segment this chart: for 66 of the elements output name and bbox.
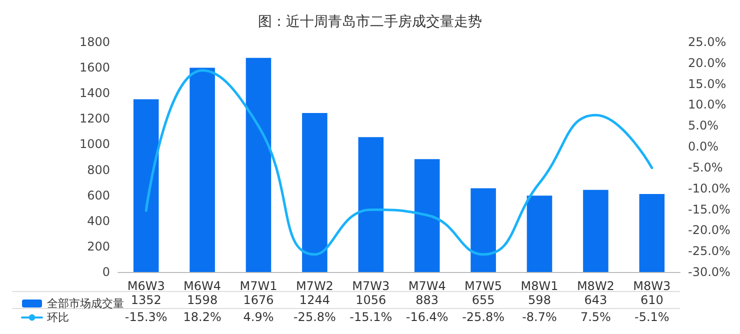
data-label: 1244 [299,293,330,307]
y2-tick-label: -20.0% [688,223,730,238]
y2-tick-label: -10.0% [688,181,730,196]
x-tick-label: M7W2 [296,279,334,293]
bar [302,113,328,272]
y-tick-label: 1400 [79,86,110,100]
data-label: -15.1% [350,310,392,324]
y2-tick-label: -25.0% [688,244,730,258]
data-label: 643 [584,293,608,307]
bar [583,190,608,272]
bar [470,188,496,272]
legend-label: 全部市场成交量 [47,297,124,310]
chart-title: 图：近十周青岛市二手房成交量走势 [258,14,482,30]
data-label: -5.1% [634,310,670,324]
y2-tick-label: 25.0% [688,35,726,49]
y-tick-label: 1200 [79,112,110,126]
bar [133,99,159,272]
y2-tick-label: 5.0% [688,118,718,133]
bar [639,194,665,272]
data-label: -8.7% [522,310,557,324]
bar [358,137,384,272]
y-tick-label: 1000 [79,137,110,152]
data-label: 610 [640,293,664,307]
data-label: -25.8% [293,310,336,324]
data-label: 655 [472,293,495,307]
y2-tick-label: -15.0% [688,202,730,216]
x-tick-label: M8W1 [520,279,558,293]
data-label: -15.3% [124,310,168,324]
data-label: 598 [528,293,551,307]
y2-tick-label: 0.0% [688,140,718,154]
x-tick-label: M7W5 [464,279,502,293]
bar [246,58,272,272]
y-tick-label: 200 [87,239,110,254]
data-label: 883 [416,293,439,307]
data-label: 7.5% [580,310,611,324]
data-label: -25.8% [462,310,505,324]
x-tick-label: M8W2 [576,279,614,293]
y-tick-label: 800 [87,162,110,177]
y-tick-label: 1600 [79,60,110,75]
data-label: 18.2% [183,310,222,324]
y2-tick-label: 15.0% [688,76,726,91]
bar [526,196,552,272]
x-tick-label: M7W1 [240,279,278,293]
data-label: -16.4% [406,310,448,324]
bar [190,68,215,272]
x-tick-label: M6W3 [127,279,165,293]
x-tick-label: M8W3 [633,279,671,293]
bar [414,159,440,272]
data-label: 1676 [243,293,274,307]
y2-tick-label: -30.0% [688,265,730,279]
y-tick-label: 400 [87,214,110,228]
x-tick-label: M7W3 [352,279,390,293]
y-tick-label: 600 [87,188,110,202]
y2-tick-label: 10.0% [688,98,726,112]
y-tick-label: 1800 [79,35,110,49]
data-label: 1352 [130,293,162,307]
data-label: 1598 [187,293,218,307]
line-series [144,69,654,256]
y2-tick-label: -5.0% [688,160,723,174]
y2-tick-label: 20.0% [688,56,726,70]
x-tick-label: M6W4 [184,279,222,293]
x-tick-label: M7W4 [408,279,446,293]
legend-label: 环比 [47,311,69,324]
data-label: 1056 [356,293,386,307]
y-tick-label: 0 [102,265,110,279]
data-label: 4.9% [243,310,274,324]
